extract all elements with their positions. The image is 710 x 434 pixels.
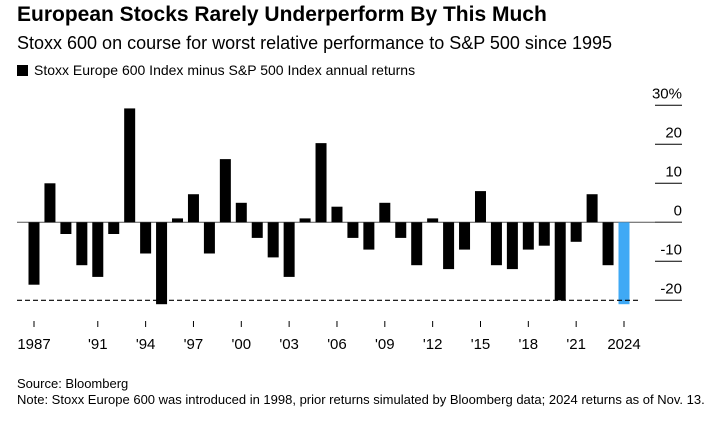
bar-1994 [140, 222, 152, 254]
bar-2016 [490, 222, 502, 266]
y-tick-label: 20 [665, 124, 682, 141]
x-tick-label: '09 [375, 336, 395, 353]
bar-chart: 30% 20 10 0 -10 -20 1987 '91 '94 '97 '00 '03 '06 '09 '… [17, 85, 682, 353]
bar-2000 [235, 202, 247, 223]
bar-1996 [172, 218, 184, 223]
x-tick-label: '06 [327, 336, 347, 353]
chart-subtitle: Stoxx 600 on course for worst relative p… [17, 33, 612, 53]
bar-1991 [92, 222, 104, 277]
bar-2010 [395, 222, 407, 238]
x-tick-label: '12 [423, 336, 443, 353]
y-tick-label: -20 [660, 280, 682, 297]
bar-2018 [522, 222, 534, 250]
bar-2013 [443, 222, 455, 270]
x-tick-label: '21 [566, 336, 586, 353]
bar-1995 [156, 222, 168, 305]
bar-1997 [187, 194, 199, 223]
bar-1993 [124, 108, 136, 223]
bar-2008 [363, 222, 375, 250]
bar-2019 [538, 222, 550, 246]
x-tick-label: '00 [232, 336, 252, 353]
bar-2012 [427, 218, 439, 223]
bar-2023 [602, 222, 614, 266]
x-tick-label: 2024 [607, 336, 640, 353]
legend-swatch [17, 64, 28, 76]
bar-2015 [474, 191, 486, 223]
y-tick-label: 0 [674, 202, 682, 219]
x-tick-label: 1987 [17, 336, 50, 353]
legend-label: Stoxx Europe 600 Index minus S&P 500 Ind… [34, 62, 416, 78]
bar-2003 [283, 222, 295, 277]
x-tick-label: '18 [519, 336, 539, 353]
bar-2014 [459, 222, 471, 250]
y-tick-label: 30% [652, 85, 682, 102]
bar-1987 [28, 222, 40, 285]
x-tick-label: '15 [471, 336, 491, 353]
bar-1992 [108, 222, 120, 234]
bar-1989 [60, 222, 72, 234]
bar-2020 [554, 222, 566, 301]
note-text: Note: Stoxx Europe 600 was introduced in… [17, 392, 705, 407]
x-tick-label: '94 [136, 336, 156, 353]
bar-2007 [347, 222, 359, 238]
bar-2024 [618, 222, 630, 305]
footer: Source: Bloomberg Note: Stoxx Europe 600… [17, 376, 705, 408]
y-tick-label: -10 [660, 241, 682, 258]
bar-2011 [411, 222, 423, 266]
bar-2002 [267, 222, 279, 258]
bar-2001 [251, 222, 263, 238]
bar-2006 [331, 206, 343, 223]
bar-1990 [76, 222, 88, 266]
bar-1999 [219, 159, 231, 223]
legend: Stoxx Europe 600 Index minus S&P 500 Ind… [17, 62, 415, 78]
chart-title: European Stocks Rarely Underperform By T… [17, 3, 547, 26]
x-tick-label: '91 [88, 336, 108, 353]
bar-2004 [299, 218, 311, 223]
bar-1988 [44, 183, 56, 223]
bar-2021 [570, 222, 582, 242]
source-text: Source: Bloomberg [17, 376, 129, 391]
bar-2017 [506, 222, 518, 270]
bar-2005 [315, 143, 327, 223]
y-tick-label: 10 [665, 163, 682, 180]
x-tick-label: '97 [184, 336, 204, 353]
x-tick-label: '03 [279, 336, 299, 353]
bar-2009 [379, 202, 391, 223]
bar-2022 [586, 194, 598, 223]
bar-1998 [203, 222, 215, 254]
